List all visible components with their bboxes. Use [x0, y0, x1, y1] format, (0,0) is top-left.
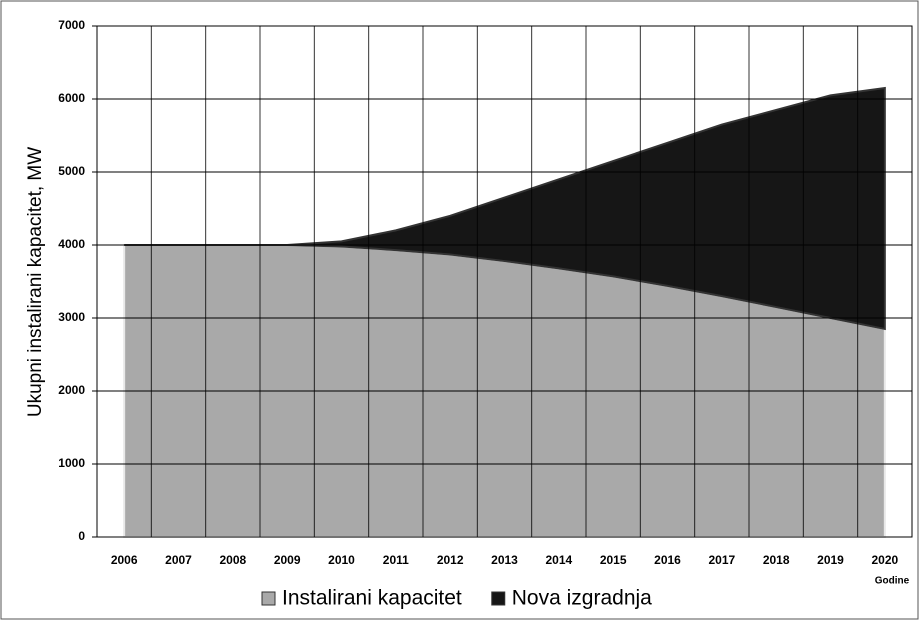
- x-tick-label: 2007: [165, 553, 192, 567]
- y-tick-label: 0: [78, 529, 85, 543]
- y-tick-label: 5000: [58, 164, 85, 178]
- x-tick-label: 2020: [871, 553, 898, 567]
- x-tick-label: 2010: [328, 553, 355, 567]
- x-tick-label: 2009: [274, 553, 301, 567]
- y-axis-label: Ukupni instalirani kapacitet, MW: [25, 147, 46, 417]
- x-tick-label: 2012: [437, 553, 464, 567]
- x-axis-label: Godine: [875, 576, 910, 587]
- y-tick-label: 2000: [58, 383, 85, 397]
- y-tick-label: 6000: [58, 91, 85, 105]
- legend-label: Instalirani kapacitet: [282, 587, 462, 610]
- x-tick-label: 2006: [111, 553, 138, 567]
- x-tick-label: 2019: [817, 553, 844, 567]
- x-tick-label: 2014: [545, 553, 572, 567]
- y-tick-label: 3000: [58, 310, 85, 324]
- x-tick-label: 2018: [763, 553, 790, 567]
- legend-swatch: [491, 591, 506, 606]
- x-tick-label: 2017: [708, 553, 735, 567]
- y-tick-label: 7000: [58, 18, 85, 32]
- x-tick-label: 2016: [654, 553, 681, 567]
- legend-label: Nova izgradnja: [512, 587, 652, 610]
- x-tick-label: 2008: [219, 553, 246, 567]
- y-tick-label: 4000: [58, 237, 85, 251]
- legend-swatch: [261, 591, 276, 606]
- x-tick-label: 2011: [383, 553, 409, 567]
- x-tick-label: 2013: [491, 553, 518, 567]
- y-tick-label: 1000: [58, 456, 85, 470]
- x-tick-label: 2015: [600, 553, 627, 567]
